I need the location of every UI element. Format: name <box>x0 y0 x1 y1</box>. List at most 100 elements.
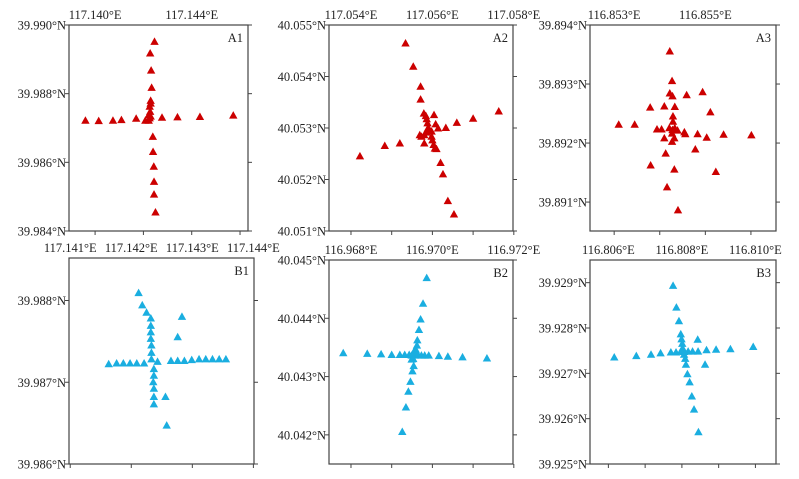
x-tick-label: 117.143°E <box>166 241 219 255</box>
data-point-triangle <box>468 114 478 122</box>
data-point-triangle <box>148 132 158 140</box>
data-point-triangle <box>681 129 690 138</box>
data-point-triangle <box>436 158 445 167</box>
data-point-triangle <box>180 356 189 364</box>
plot-frame <box>589 259 777 465</box>
x-tick-label: 117.058°E <box>487 8 540 22</box>
data-point-triangle <box>656 348 665 357</box>
data-point-triangle <box>147 340 156 349</box>
data-point-triangle <box>94 116 103 125</box>
data-point-triangle <box>177 312 187 320</box>
data-point-triangle <box>401 39 410 47</box>
x-tick-label: 117.054°E <box>325 8 378 22</box>
data-point-triangle <box>409 62 418 70</box>
data-point-triangle <box>413 335 422 344</box>
panel-label: A1 <box>228 31 243 45</box>
data-point-triangle <box>632 351 641 360</box>
x-tick-label: 116.853°E <box>588 8 641 22</box>
data-point-triangle <box>433 124 443 132</box>
data-point-triangle <box>614 120 623 128</box>
data-point-triangle <box>149 399 159 408</box>
data-point-triangle <box>355 151 365 160</box>
data-point-triangle <box>138 300 147 309</box>
x-tick-label: 117.144°E <box>227 241 280 255</box>
data-point-triangle <box>147 348 156 356</box>
y-tick-label: 39.892°N <box>539 137 587 151</box>
panel-label: B2 <box>493 266 508 280</box>
data-point-triangle <box>81 116 90 124</box>
data-point-triangle <box>645 103 655 111</box>
x-tick-label: 117.140°E <box>69 8 122 22</box>
data-point-triangle <box>726 344 735 353</box>
y-tick-label: 40.052°N <box>278 173 326 187</box>
data-point-triangle <box>149 190 159 198</box>
data-point-triangle <box>146 66 156 74</box>
data-point-triangle <box>125 358 135 367</box>
data-point-triangle <box>646 160 655 169</box>
data-point-triangle <box>672 303 681 311</box>
data-point-triangle <box>417 132 426 140</box>
data-point-triangle <box>482 354 492 362</box>
data-point-triangle <box>693 347 703 355</box>
y-tick-label: 40.043°N <box>278 370 326 384</box>
data-point-triangle <box>409 361 418 370</box>
data-point-triangle <box>221 354 231 363</box>
y-tick-label: 39.986°N <box>18 156 66 170</box>
data-point-triangle <box>668 117 678 125</box>
y-tick-label: 39.925°N <box>539 458 587 472</box>
data-point-triangle <box>395 138 405 147</box>
data-point-triangle <box>661 149 670 157</box>
panel-label: B3 <box>756 266 771 280</box>
data-point-triangle <box>668 91 677 100</box>
data-point-triangle <box>134 288 143 297</box>
data-point-triangle <box>424 351 433 359</box>
data-point-triangle <box>682 90 691 99</box>
data-point-triangle <box>149 177 159 185</box>
data-point-triangle <box>434 351 444 360</box>
y-tick-label: 40.044°N <box>278 312 326 326</box>
panel-b2: 116.968°E 116.970°E 116.972°E 40.045°N 40.04… <box>278 243 541 468</box>
y-tick-label: 39.984°N <box>18 225 66 239</box>
data-point-triangle <box>676 329 685 338</box>
data-point-triangle <box>162 421 171 429</box>
data-point-triangle <box>201 354 210 363</box>
data-point-triangle <box>694 427 703 436</box>
data-point-triangle <box>149 162 158 170</box>
panel-b1: 117.141°E 117.142°E 117.143°E 117.144°E 39.9… <box>18 241 281 472</box>
x-tick-label: 117.141°E <box>44 241 97 255</box>
data-point-triangle <box>660 133 669 142</box>
data-point-triangle <box>673 126 682 134</box>
panel-label: A3 <box>756 31 771 45</box>
data-point-triangle <box>630 120 639 128</box>
y-tick-label: 39.986°N <box>18 458 66 472</box>
data-point-triangle <box>452 118 462 126</box>
data-point-triangle <box>173 332 182 341</box>
data-point-triangle <box>711 345 721 353</box>
x-tick-label: 116.806°E <box>582 243 635 257</box>
data-point-triangle <box>416 314 425 323</box>
data-point-triangle <box>131 114 141 122</box>
data-point-triangle <box>149 392 159 400</box>
data-point-triangle <box>693 129 702 138</box>
data-point-triangle <box>683 369 692 378</box>
y-tick-label: 40.054°N <box>278 70 326 84</box>
data-point-triangle <box>108 116 118 124</box>
data-point-triangle <box>195 112 205 121</box>
data-point-triangle <box>657 124 666 133</box>
y-tick-label: 39.929°N <box>539 276 587 290</box>
data-point-triangle <box>667 76 677 85</box>
data-point-triangle <box>119 358 128 367</box>
data-point-triangle <box>422 114 431 123</box>
plot-frame <box>68 24 249 232</box>
plot-frame <box>68 257 255 465</box>
data-point-triangle <box>214 354 224 363</box>
data-point-triangle <box>749 342 758 351</box>
x-tick-label: 116.808°E <box>655 243 708 257</box>
data-point-triangle <box>422 273 431 282</box>
data-point-triangle <box>702 345 711 354</box>
data-point-triangle <box>677 334 686 343</box>
data-point-triangle <box>194 354 204 363</box>
data-point-triangle <box>149 371 159 379</box>
data-point-triangle <box>404 387 413 395</box>
